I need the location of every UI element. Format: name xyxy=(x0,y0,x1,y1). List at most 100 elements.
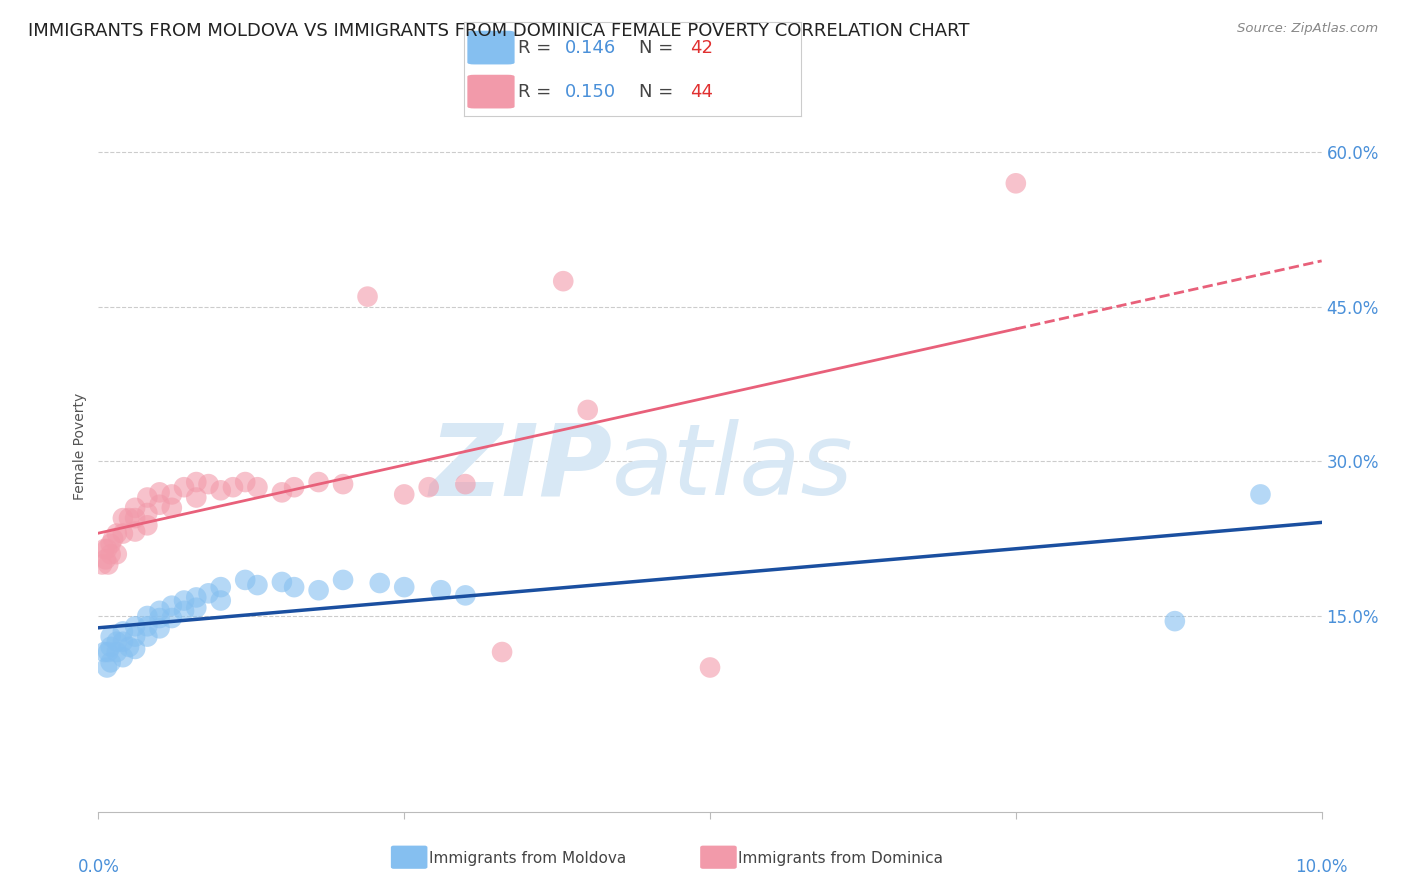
Point xyxy=(118,511,141,525)
Point xyxy=(308,583,330,598)
Point xyxy=(136,630,159,644)
Point xyxy=(246,578,269,592)
Y-axis label: Female Poverty: Female Poverty xyxy=(73,392,87,500)
Point xyxy=(124,619,146,633)
Point xyxy=(553,274,575,288)
Point xyxy=(160,487,183,501)
Text: atlas: atlas xyxy=(612,419,853,516)
Point xyxy=(105,645,128,659)
Point xyxy=(124,500,146,515)
Point xyxy=(392,580,416,594)
Text: Source: ZipAtlas.com: Source: ZipAtlas.com xyxy=(1237,22,1378,36)
Point xyxy=(111,526,134,541)
Point xyxy=(1249,487,1271,501)
FancyBboxPatch shape xyxy=(467,30,515,64)
Point xyxy=(96,541,118,556)
Point xyxy=(233,475,256,489)
Point xyxy=(105,547,128,561)
Point xyxy=(270,574,292,589)
Point xyxy=(1164,614,1187,628)
Point xyxy=(186,600,208,615)
Point xyxy=(246,480,269,494)
Point xyxy=(160,599,183,613)
Point xyxy=(430,583,453,598)
Point xyxy=(699,660,721,674)
Point xyxy=(418,480,440,494)
Point xyxy=(308,475,330,489)
Text: N =: N = xyxy=(640,38,679,56)
Text: 42: 42 xyxy=(690,38,713,56)
Text: 0.0%: 0.0% xyxy=(77,858,120,876)
Point xyxy=(111,511,134,525)
Point xyxy=(332,573,354,587)
Text: R =: R = xyxy=(517,83,557,101)
Point xyxy=(97,645,120,659)
Point xyxy=(124,511,146,525)
Point xyxy=(91,558,114,572)
Point xyxy=(100,537,122,551)
Point xyxy=(173,593,195,607)
Text: N =: N = xyxy=(640,83,679,101)
Point xyxy=(197,477,219,491)
Point xyxy=(136,491,159,505)
Point xyxy=(209,483,232,498)
Point xyxy=(100,547,122,561)
Point xyxy=(100,640,122,654)
Point xyxy=(149,485,172,500)
Point xyxy=(160,500,183,515)
Point xyxy=(100,656,122,670)
Point xyxy=(270,485,292,500)
Point xyxy=(124,642,146,657)
Point xyxy=(105,634,128,648)
Point xyxy=(209,593,232,607)
Point xyxy=(173,604,195,618)
Text: R =: R = xyxy=(517,38,557,56)
Point xyxy=(149,604,172,618)
Point xyxy=(209,580,232,594)
FancyBboxPatch shape xyxy=(467,75,515,109)
Point xyxy=(392,487,416,501)
Point xyxy=(454,588,477,602)
Point xyxy=(173,480,195,494)
Point xyxy=(576,403,599,417)
Point xyxy=(332,477,354,491)
Point xyxy=(136,609,159,624)
Point xyxy=(136,619,159,633)
Text: 10.0%: 10.0% xyxy=(1295,858,1348,876)
Point xyxy=(491,645,513,659)
Point xyxy=(186,491,208,505)
Point xyxy=(93,645,115,659)
Point xyxy=(356,290,378,304)
Point xyxy=(105,526,128,541)
Point xyxy=(111,634,134,648)
Point xyxy=(93,541,115,556)
Point xyxy=(111,624,134,639)
Point xyxy=(283,580,305,594)
Text: Immigrants from Dominica: Immigrants from Dominica xyxy=(738,851,943,865)
Point xyxy=(101,532,124,546)
Point xyxy=(97,558,120,572)
Text: 0.146: 0.146 xyxy=(565,38,616,56)
Point xyxy=(118,640,141,654)
Point xyxy=(111,650,134,665)
Text: 44: 44 xyxy=(690,83,713,101)
Point xyxy=(149,498,172,512)
Point xyxy=(186,475,208,489)
Text: IMMIGRANTS FROM MOLDOVA VS IMMIGRANTS FROM DOMINICA FEMALE POVERTY CORRELATION C: IMMIGRANTS FROM MOLDOVA VS IMMIGRANTS FR… xyxy=(28,22,970,40)
Point xyxy=(96,660,118,674)
Point xyxy=(186,591,208,605)
Point xyxy=(233,573,256,587)
Text: Immigrants from Moldova: Immigrants from Moldova xyxy=(429,851,626,865)
Point xyxy=(160,611,183,625)
Point xyxy=(368,576,391,591)
Point xyxy=(1004,176,1026,190)
Text: ZIP: ZIP xyxy=(429,419,612,516)
Point xyxy=(94,552,117,566)
Point xyxy=(124,630,146,644)
Point xyxy=(124,524,146,539)
Point xyxy=(149,611,172,625)
Text: 0.150: 0.150 xyxy=(565,83,616,101)
Point xyxy=(149,621,172,635)
Point xyxy=(136,518,159,533)
Point xyxy=(100,630,122,644)
